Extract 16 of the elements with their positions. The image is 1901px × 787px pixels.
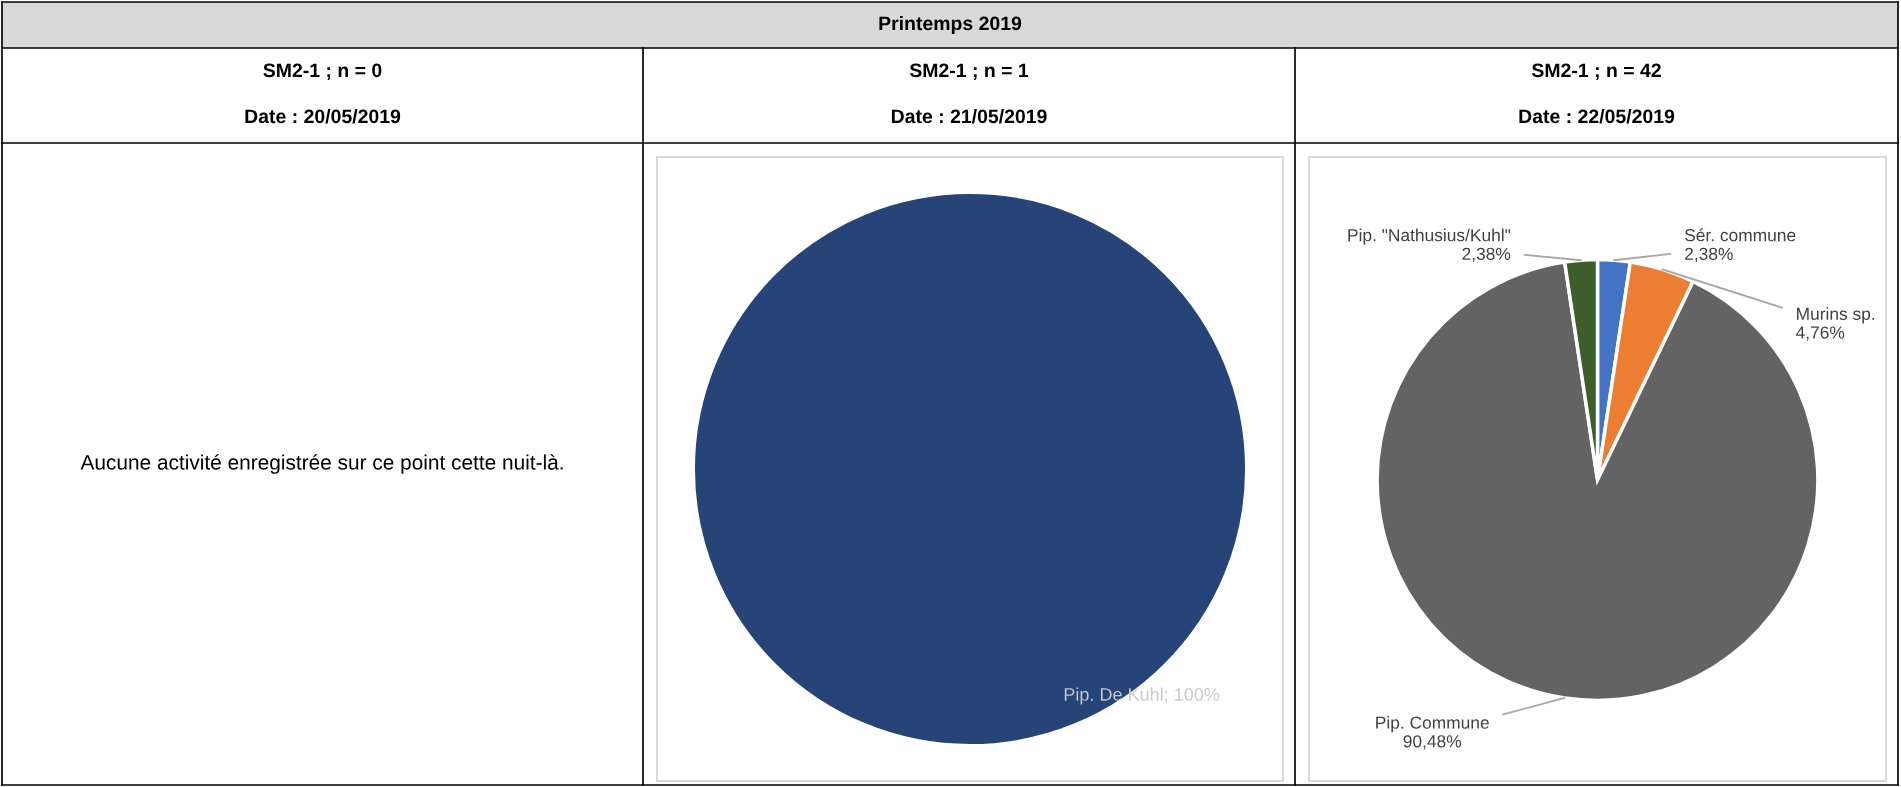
data-label: 2,38% [1462, 247, 1511, 263]
chart-subtitle: Date : 21/05/2019 [891, 108, 1047, 124]
slice-label: Sér. commune [1684, 228, 1796, 242]
data-label: 2,38% [1685, 247, 1733, 263]
data-label: 4,76% [1795, 326, 1845, 341]
slice-label: Pip. Commune [1376, 716, 1489, 733]
chart-title: SM2-1 ; n = 42 [1531, 63, 1661, 81]
text: Date : 20/05/2019 [245, 108, 401, 124]
chart-title: SM2-1 ; n = 1 [909, 63, 1029, 81]
text: Printemps 2019 [879, 15, 1022, 35]
text: Aucune activité enregistrée sur ce point cette nuit-là. [80, 454, 563, 474]
data-label: 90,48% [1403, 735, 1462, 750]
text: SM2-1 ; n = 0 [263, 63, 382, 81]
chart-subtitle: Date : 22/05/2019 [1519, 108, 1675, 124]
slice-label: Pip. "Nathusius/Kuhl" [1348, 228, 1511, 245]
slice-label: Murins sp. [1797, 307, 1875, 324]
